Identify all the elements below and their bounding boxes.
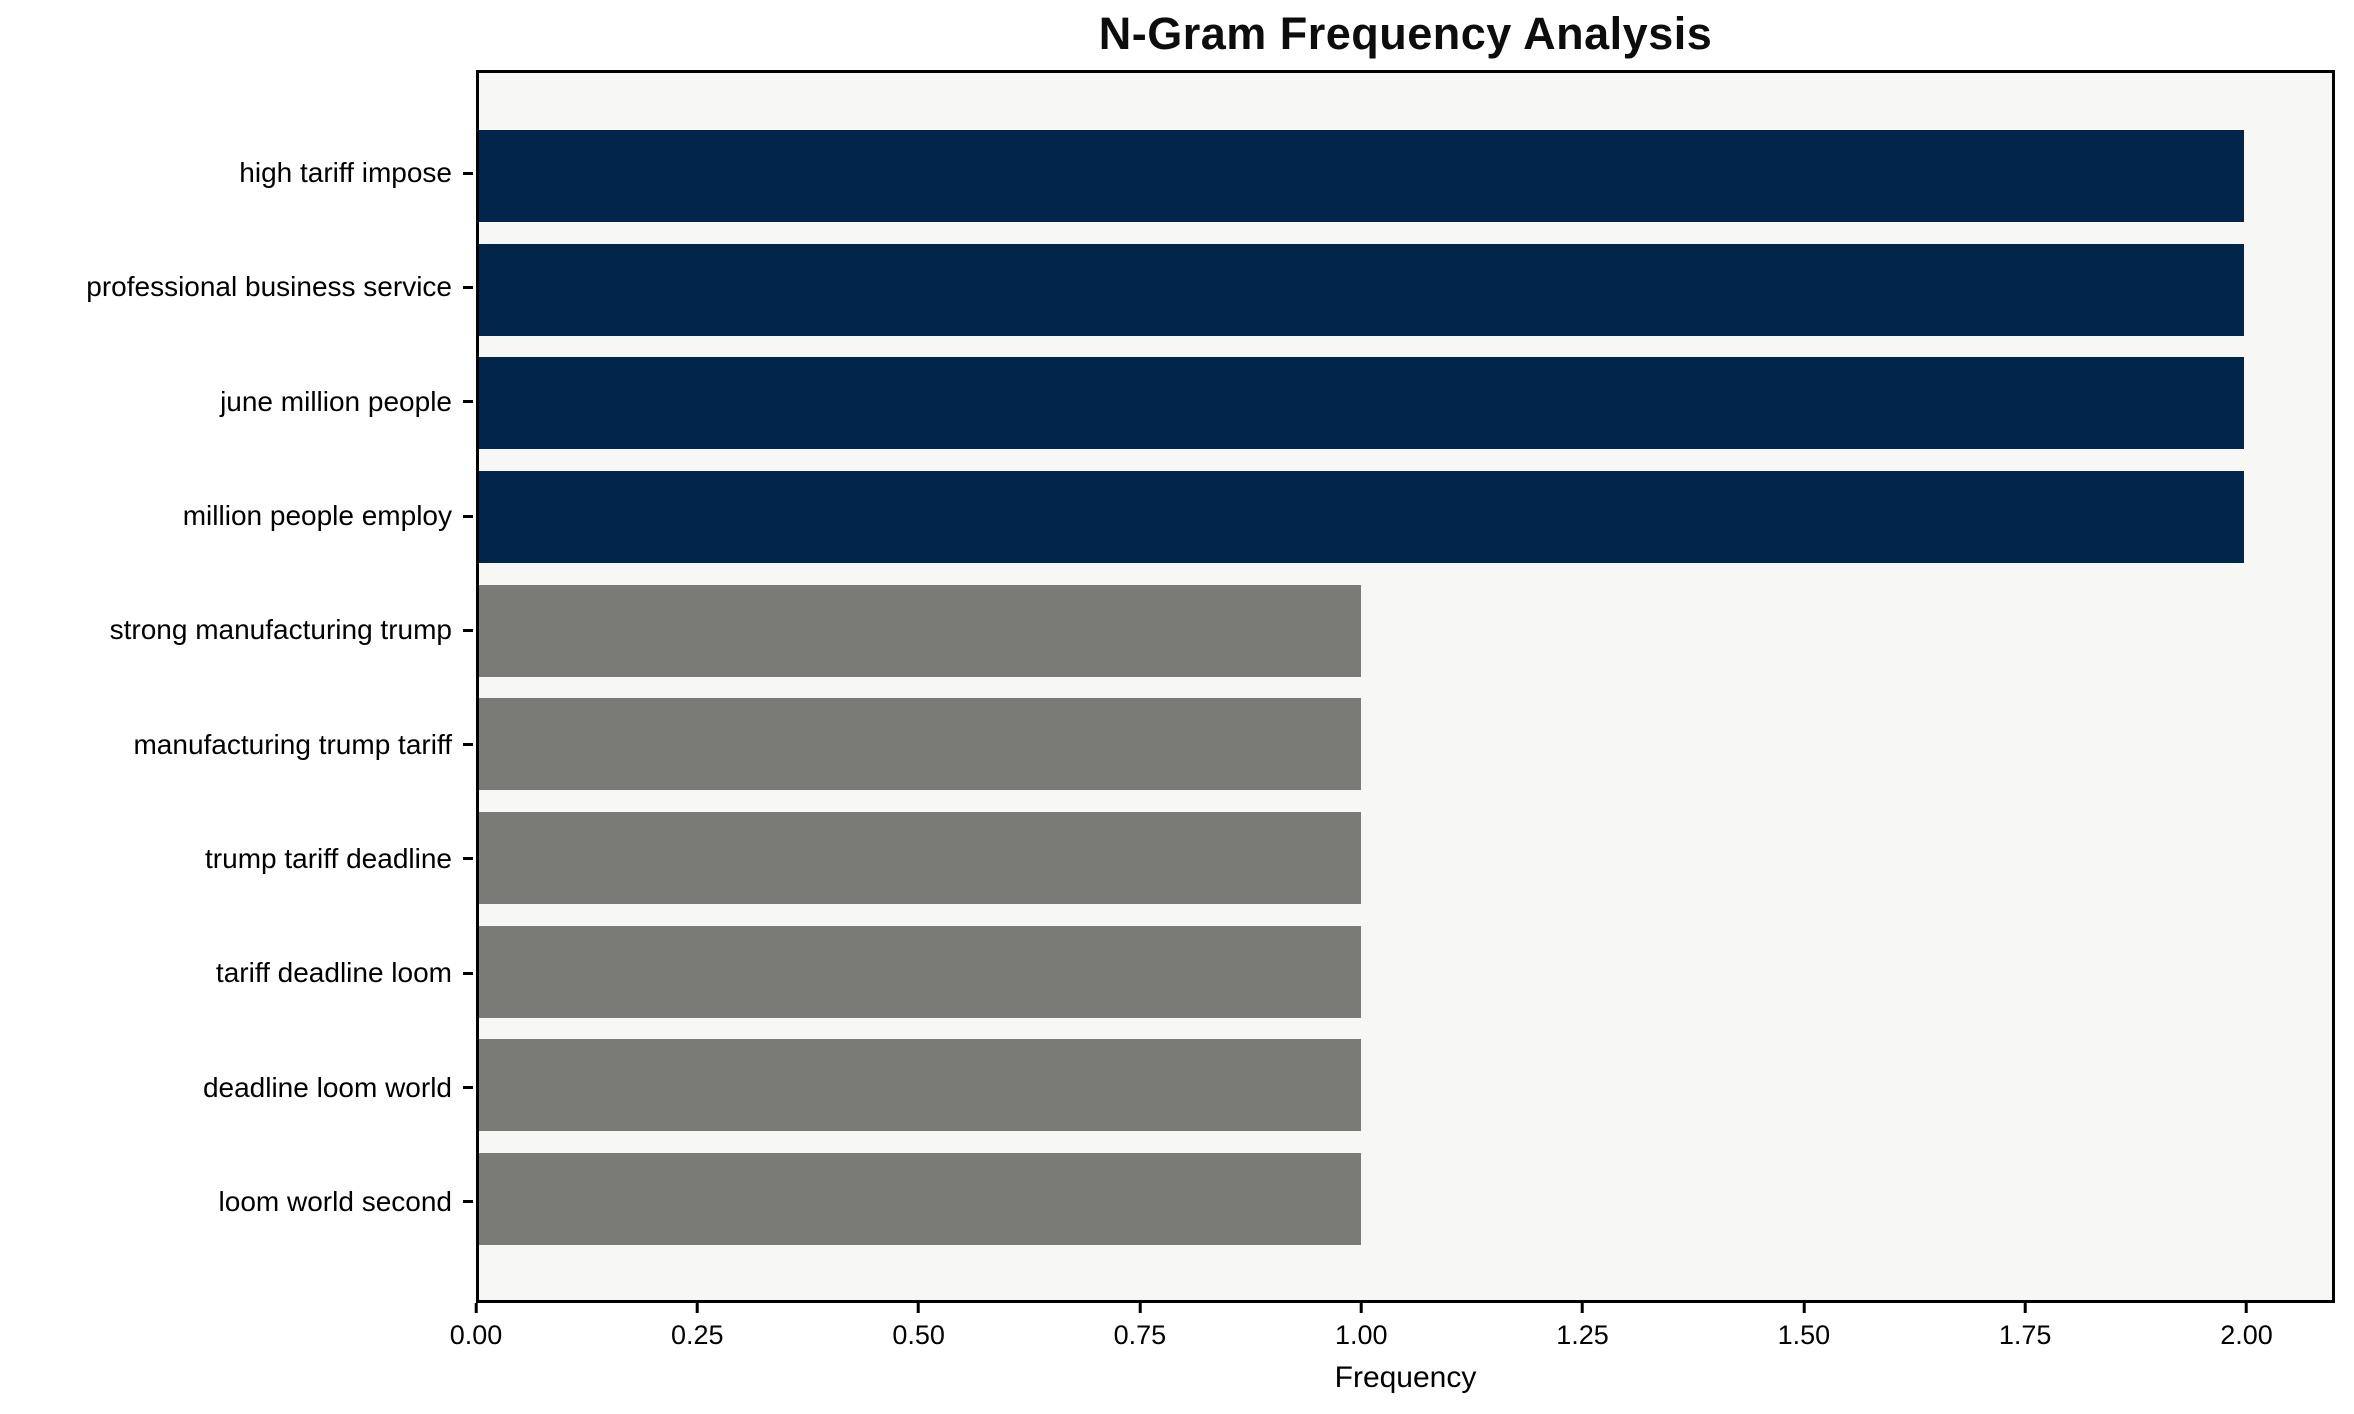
bar [479, 470, 2244, 563]
x-tick-label: 1.25 [1556, 1320, 1609, 1350]
bar [479, 129, 2244, 222]
bar-row [479, 801, 2332, 915]
x-tick-mark [1802, 1303, 1806, 1313]
y-row: trump tariff deadline [0, 802, 473, 916]
bar-row [479, 460, 2332, 574]
x-tick-mark [474, 1303, 478, 1313]
bar-row [479, 346, 2332, 460]
x-tick: 0.75 [1113, 1303, 1167, 1350]
x-tick: 1.50 [1777, 1303, 1831, 1350]
chart-title: N-Gram Frequency Analysis [1098, 8, 1713, 59]
bar-row [479, 688, 2332, 802]
plot-area [476, 70, 2335, 1303]
y-row: tariff deadline loom [0, 916, 473, 1030]
bar-row [479, 915, 2332, 1029]
bar-row [479, 1142, 2332, 1256]
bars-container [479, 73, 2332, 1300]
y-tick [463, 1200, 473, 1204]
x-tick-label: 0.75 [1113, 1320, 1167, 1350]
x-tick-label: 0.00 [449, 1320, 503, 1350]
bar [479, 812, 1362, 905]
y-axis-label: strong manufacturing trump [109, 614, 452, 646]
x-tick-mark [1581, 1303, 1585, 1313]
bar [479, 925, 1362, 1018]
y-axis-label: trump tariff deadline [205, 842, 452, 874]
y-row: manufacturing trump tariff [0, 687, 473, 801]
x-tick-label: 1.50 [1777, 1320, 1831, 1350]
x-tick-label: 0.50 [892, 1320, 945, 1350]
bar-row [479, 233, 2332, 347]
y-row: deadline loom world [0, 1030, 473, 1144]
y-tick [463, 285, 473, 289]
y-axis: high tariff impose professional business … [0, 70, 473, 1303]
bar-row [479, 574, 2332, 688]
bar [479, 698, 1362, 791]
y-axis-label: loom world second [218, 1185, 452, 1217]
x-axis: 0.00 0.25 0.50 0.75 1.00 1.25 1.50 1.75 2.00 [450, 1303, 2335, 1373]
y-axis-label: manufacturing trump tariff [133, 728, 452, 760]
x-tick-mark [1138, 1303, 1142, 1313]
x-tick-mark [2023, 1303, 2027, 1313]
bar [479, 357, 2244, 450]
y-tick [463, 857, 473, 861]
x-axis-label: Frequency [1334, 1361, 1477, 1394]
y-axis-label: june million people [220, 385, 452, 417]
bar [479, 1153, 1362, 1246]
x-tick: 1.75 [1998, 1303, 2052, 1350]
y-axis-label: tariff deadline loom [215, 957, 452, 989]
x-tick-mark [695, 1303, 699, 1313]
y-row: strong manufacturing trump [0, 573, 473, 687]
x-tick: 2.00 [2220, 1303, 2273, 1349]
bar [479, 243, 2244, 336]
bar [479, 584, 1362, 677]
y-tick [463, 743, 473, 747]
y-axis-label: million people employ [182, 500, 452, 532]
y-tick [463, 514, 473, 518]
bar [479, 1039, 1362, 1132]
x-tick-mark [2244, 1303, 2248, 1313]
y-tick [463, 971, 473, 975]
y-row: professional business service [0, 230, 473, 344]
y-tick [463, 400, 473, 404]
x-tick-label: 1.00 [1334, 1320, 1388, 1350]
y-row: loom world second [0, 1145, 473, 1259]
x-tick: 0.25 [671, 1303, 724, 1349]
x-tick-label: 2.00 [2220, 1320, 2273, 1350]
bar-row [479, 1029, 2332, 1143]
y-row: june million people [0, 345, 473, 459]
x-tick: 1.00 [1335, 1303, 1388, 1349]
x-tick-mark [917, 1303, 921, 1313]
y-tick [463, 1086, 473, 1090]
x-tick-label: 1.75 [1998, 1320, 2052, 1350]
y-row: million people employ [0, 459, 473, 573]
y-axis-label: high tariff impose [239, 157, 452, 189]
x-tick: 0.50 [892, 1303, 945, 1349]
y-row: high tariff impose [0, 116, 473, 230]
x-tick: 0.00 [449, 1303, 503, 1350]
bar-row [479, 119, 2332, 233]
x-tick-mark [1359, 1303, 1363, 1313]
y-axis-label: professional business service [86, 271, 452, 303]
y-tick [463, 171, 473, 175]
x-tick: 1.25 [1556, 1303, 1609, 1349]
x-tick-label: 0.25 [671, 1320, 724, 1350]
y-axis-label: deadline loom world [202, 1071, 452, 1103]
y-tick [463, 628, 473, 632]
